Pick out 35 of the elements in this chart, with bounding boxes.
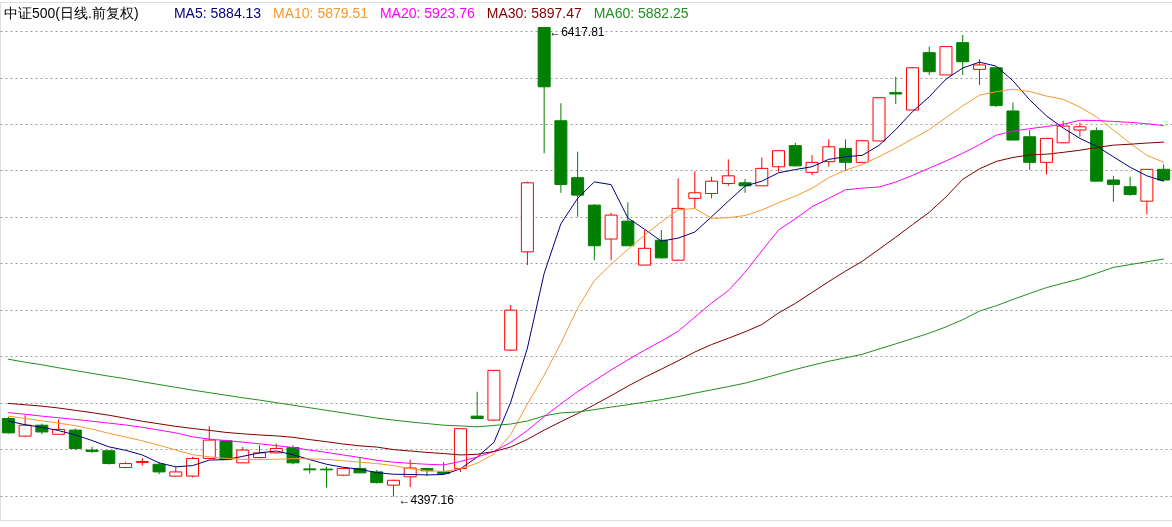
candlestick bbox=[1106, 175, 1120, 203]
annotation: ←4397.16 bbox=[398, 492, 455, 507]
candlestick bbox=[972, 58, 986, 86]
candlestick bbox=[889, 76, 903, 105]
candlestick bbox=[638, 229, 652, 266]
text: MA30: 5897.47 bbox=[486, 5, 582, 21]
candlestick bbox=[705, 176, 719, 199]
candlestick bbox=[1073, 122, 1087, 138]
candlestick bbox=[956, 34, 970, 76]
candlestick bbox=[85, 446, 99, 454]
candlestick bbox=[202, 425, 216, 459]
candlestick bbox=[654, 229, 668, 260]
candlestick bbox=[1123, 176, 1137, 197]
candlestick bbox=[922, 46, 936, 76]
candlestick bbox=[788, 142, 802, 168]
text: MA20: 5923.76 bbox=[379, 5, 476, 21]
annotation: ←6417.81 bbox=[549, 24, 605, 39]
candlestick bbox=[571, 151, 585, 218]
candlestick bbox=[18, 414, 32, 438]
candlestick bbox=[688, 170, 702, 209]
candlestick bbox=[470, 391, 484, 419]
candlestick bbox=[604, 212, 618, 261]
candlestick bbox=[839, 138, 853, 172]
candlestick bbox=[822, 138, 836, 168]
text: MA60: 5882.25 bbox=[593, 5, 689, 21]
candlestick bbox=[755, 156, 769, 187]
candlestick bbox=[1039, 137, 1053, 175]
candlestick bbox=[68, 427, 82, 451]
text: MA10: 5879.51 bbox=[273, 5, 369, 21]
candlestick bbox=[721, 158, 735, 187]
candlestick bbox=[1056, 120, 1070, 144]
candlestick bbox=[772, 150, 786, 173]
text: MA5: 5884.13 bbox=[173, 5, 262, 21]
candlestick bbox=[319, 466, 333, 488]
chart-title: 中证500(日线.前复权) bbox=[4, 5, 139, 21]
